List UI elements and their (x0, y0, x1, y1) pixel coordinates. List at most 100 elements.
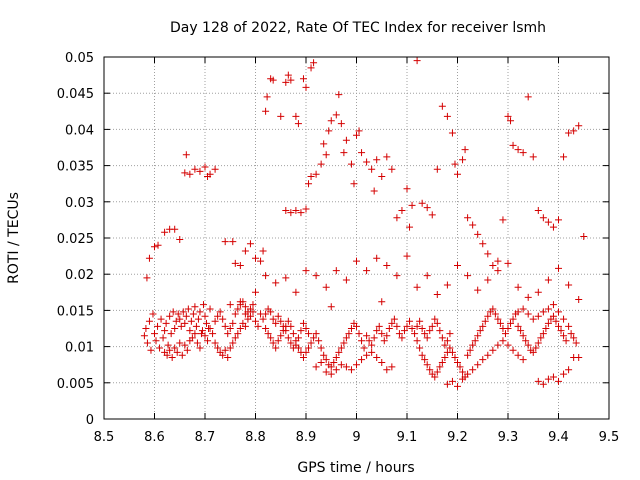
data-point (423, 272, 431, 280)
data-point (565, 322, 573, 330)
data-point (307, 64, 315, 72)
data-point (555, 322, 562, 330)
x-tick-label: 8.9 (296, 430, 317, 445)
data-point (173, 348, 181, 356)
data-point (312, 272, 320, 280)
data-point (370, 334, 378, 342)
data-point (549, 373, 557, 381)
data-point (489, 305, 497, 313)
data-point (474, 286, 482, 294)
data-point (337, 361, 345, 369)
data-point (400, 327, 408, 335)
data-point (279, 322, 287, 330)
data-point (363, 332, 371, 340)
data-point (337, 120, 345, 128)
data-point (363, 158, 371, 166)
x-tick-label: 8.7 (195, 430, 216, 445)
data-point (201, 312, 209, 320)
data-point (252, 288, 259, 296)
data-point (241, 247, 249, 255)
data-point (418, 325, 426, 332)
data-point (229, 319, 237, 327)
data-point (423, 334, 431, 342)
data-point (305, 180, 313, 188)
data-point (373, 353, 381, 361)
data-point (317, 359, 325, 367)
data-point (433, 319, 441, 327)
data-point (196, 344, 204, 352)
x-tick-label: 9.1 (397, 430, 418, 445)
data-point (287, 339, 295, 347)
data-point (226, 325, 234, 332)
data-point (380, 337, 388, 345)
data-point (491, 310, 499, 318)
data-point (332, 267, 340, 275)
data-point (176, 315, 184, 323)
data-point (219, 315, 227, 323)
data-points (140, 57, 588, 390)
data-point (562, 337, 570, 345)
y-tick-label: 0.005 (57, 377, 94, 392)
data-point (373, 156, 381, 164)
data-point (183, 346, 191, 354)
data-point (443, 112, 451, 120)
data-point (448, 377, 456, 385)
data-point (241, 303, 249, 311)
data-point (448, 348, 456, 356)
data-point (438, 359, 446, 367)
data-point (408, 325, 416, 332)
data-point (327, 370, 335, 378)
data-point (560, 370, 568, 378)
data-point (368, 341, 376, 349)
data-point (431, 315, 439, 323)
data-point (494, 315, 502, 323)
data-point (555, 308, 562, 316)
data-point (320, 140, 328, 148)
data-point (433, 368, 441, 376)
data-point (284, 71, 292, 79)
data-point (317, 160, 325, 168)
y-tick-label: 0.01 (65, 341, 94, 356)
data-point (534, 377, 542, 385)
data-point (262, 272, 270, 280)
data-point (393, 272, 401, 280)
data-point (282, 274, 290, 282)
data-point (157, 315, 165, 323)
data-point (544, 276, 552, 284)
data-point (519, 356, 527, 364)
data-point (264, 330, 272, 338)
data-point (393, 322, 401, 330)
data-point (254, 322, 262, 330)
data-point (292, 206, 300, 214)
data-point (534, 206, 542, 214)
data-point (154, 241, 162, 249)
data-point (413, 322, 421, 330)
data-point (454, 382, 461, 390)
data-point (353, 361, 360, 369)
data-point (171, 225, 179, 233)
data-point (496, 319, 504, 327)
data-point (464, 214, 472, 222)
data-point (327, 303, 335, 311)
data-point (204, 337, 212, 345)
data-point (181, 169, 189, 177)
data-point (246, 240, 254, 248)
data-point (575, 353, 583, 361)
data-point (142, 325, 150, 332)
data-point (305, 344, 313, 352)
data-point (575, 296, 583, 304)
data-point (408, 201, 416, 209)
data-point (282, 206, 290, 214)
data-point (529, 315, 537, 323)
data-point (476, 327, 484, 335)
data-point (219, 351, 227, 359)
data-point (443, 281, 451, 289)
data-point (459, 375, 467, 383)
data-point (464, 272, 472, 280)
data-point (358, 356, 366, 364)
data-point (484, 351, 492, 359)
data-point (544, 305, 552, 313)
data-point (252, 317, 259, 325)
data-point (277, 317, 285, 325)
data-point (143, 274, 151, 282)
